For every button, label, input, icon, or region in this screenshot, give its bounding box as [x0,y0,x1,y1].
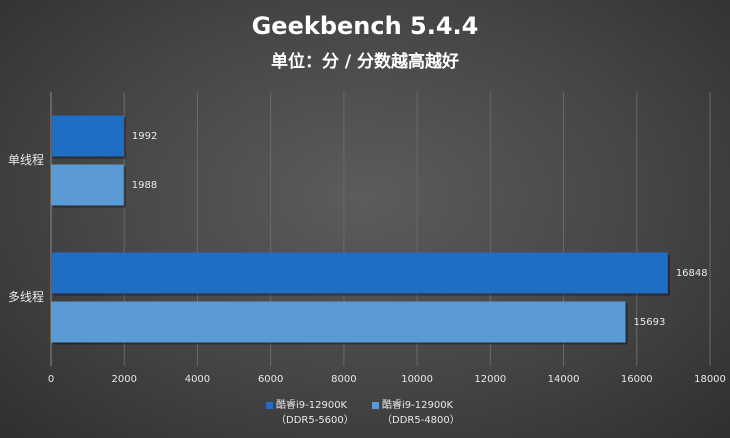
data-label: 1988 [132,180,157,191]
x-tick-label: 14000 [548,374,580,385]
legend-swatch [372,402,379,409]
data-label: 1992 [132,131,157,142]
y-tick-label: 多线程 [8,289,44,304]
data-label: 16848 [676,268,708,279]
x-tick-label: 18000 [694,374,726,385]
x-tick-label: 12000 [474,374,506,385]
chart-subtitle: 单位：分 / 分数越高越好 [271,51,459,72]
x-tick-label: 4000 [185,374,210,385]
x-tick-label: 6000 [258,374,283,385]
x-tick-label: 16000 [621,374,653,385]
bar [51,164,124,206]
bar [51,252,668,294]
legend-item: 酷睿i9-12900K （DDR5-5600） [266,398,358,428]
legend: 酷睿i9-12900K （DDR5-5600） 酷睿i9-12900K （DDR5… [0,398,730,428]
data-label: 15693 [634,317,666,328]
x-tick-label: 8000 [331,374,356,385]
x-tick-label: 10000 [401,374,433,385]
chart-title: Geekbench 5.4.4 [252,12,479,40]
x-tick-label: 2000 [111,374,136,385]
legend-item: 酷睿i9-12900K （DDR5-4800） [372,398,464,428]
x-tick-label: 0 [48,374,54,385]
bar [51,301,626,343]
legend-label: 酷睿i9-12900K （DDR5-4800） [382,400,460,426]
legend-swatch [266,402,273,409]
bar [51,115,124,157]
y-tick-label: 单线程 [8,152,44,167]
legend-label: 酷睿i9-12900K （DDR5-5600） [276,400,354,426]
